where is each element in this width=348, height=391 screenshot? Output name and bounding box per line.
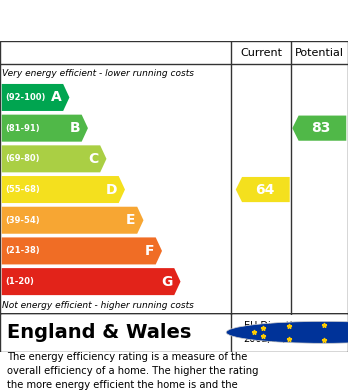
Text: (69-80): (69-80) — [5, 154, 40, 163]
Text: (21-38): (21-38) — [5, 246, 40, 255]
Text: (92-100): (92-100) — [5, 93, 46, 102]
Text: B: B — [69, 121, 80, 135]
Polygon shape — [2, 176, 125, 203]
Text: F: F — [144, 244, 154, 258]
Text: (81-91): (81-91) — [5, 124, 40, 133]
Circle shape — [226, 321, 348, 343]
Text: (1-20): (1-20) — [5, 277, 34, 286]
Text: D: D — [105, 183, 117, 197]
Polygon shape — [236, 177, 290, 202]
Text: Not energy efficient - higher running costs: Not energy efficient - higher running co… — [2, 301, 193, 310]
Text: A: A — [51, 90, 62, 104]
Text: The energy efficiency rating is a measure of the
overall efficiency of a home. T: The energy efficiency rating is a measur… — [7, 352, 259, 391]
Text: Current: Current — [240, 48, 282, 58]
Text: Very energy efficient - lower running costs: Very energy efficient - lower running co… — [2, 69, 194, 78]
Text: 83: 83 — [311, 121, 331, 135]
Text: 64: 64 — [255, 183, 274, 197]
Text: England & Wales: England & Wales — [7, 323, 191, 342]
Text: (39-54): (39-54) — [5, 216, 40, 225]
Polygon shape — [2, 207, 143, 234]
Polygon shape — [2, 145, 106, 172]
Text: Energy Efficiency Rating: Energy Efficiency Rating — [7, 11, 254, 30]
Text: 2002/91/EC: 2002/91/EC — [244, 334, 300, 344]
Text: EU Directive: EU Directive — [244, 321, 304, 332]
Text: E: E — [126, 213, 135, 227]
Polygon shape — [292, 116, 346, 141]
Text: C: C — [88, 152, 98, 166]
Polygon shape — [2, 268, 181, 295]
Text: (55-68): (55-68) — [5, 185, 40, 194]
Polygon shape — [2, 237, 162, 264]
Text: G: G — [161, 274, 173, 289]
Text: Potential: Potential — [295, 48, 343, 58]
Polygon shape — [2, 84, 70, 111]
Polygon shape — [2, 115, 88, 142]
